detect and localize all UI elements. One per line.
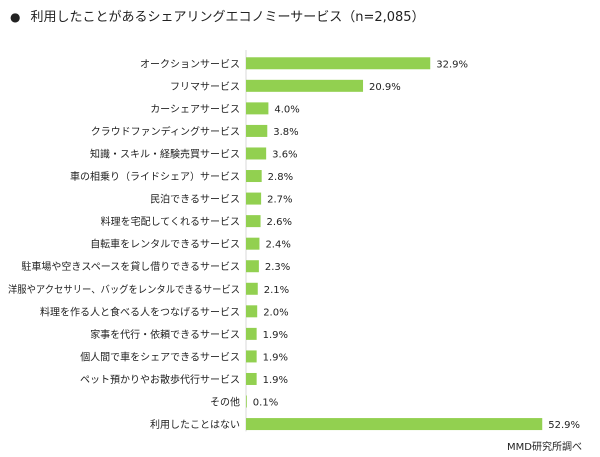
category-label: 利用したことはない <box>150 419 240 431</box>
bar <box>246 282 258 295</box>
chart-title: ● 利用したことがあるシェアリングエコノミーサービス（n=2,085） <box>10 6 425 25</box>
category-label: 駐車場や空きスペースを貸し借りできるサービス <box>21 260 240 273</box>
category-label: ペット預かりやお散歩代行サービス <box>80 373 240 386</box>
value-label: 2.7% <box>267 195 292 206</box>
bar <box>246 350 257 363</box>
category-label: 料理を宅配してくれるサービス <box>101 215 240 228</box>
chart-title-text: 利用したことがあるシェアリングエコノミーサービス（n=2,085） <box>30 10 425 25</box>
category-label: その他 <box>210 396 240 409</box>
bar <box>246 418 543 431</box>
bar <box>246 79 364 92</box>
value-label: 1.9% <box>263 375 288 386</box>
category-label: 個人間で車をシェアできるサービス <box>80 350 240 363</box>
value-label: 2.1% <box>264 285 289 296</box>
value-label: 2.0% <box>263 307 288 318</box>
bar <box>246 372 257 385</box>
source-note: MMD研究所調べ <box>507 442 582 453</box>
category-label: 料理を作る人と食べる人をつなげるサービス <box>40 305 240 318</box>
bar <box>246 57 431 70</box>
value-label: 2.6% <box>267 217 292 228</box>
bar <box>246 327 257 340</box>
category-label: カーシェアサービス <box>150 103 240 115</box>
bar <box>246 215 261 228</box>
value-label: 20.9% <box>369 82 401 93</box>
category-label: 自転車をレンタルできるサービス <box>90 238 240 251</box>
category-label: オークションサービス <box>140 58 240 70</box>
value-label: 3.6% <box>272 149 297 160</box>
bar <box>246 124 268 137</box>
value-label: 1.9% <box>263 352 288 363</box>
bar <box>246 147 267 160</box>
category-label: 車の相乗り（ライドシェア）サービス <box>70 170 240 183</box>
value-label: 3.8% <box>273 127 298 138</box>
bar <box>246 192 262 205</box>
category-label: 洋服やアクセサリー、バッグをレンタルできるサービス <box>8 283 240 296</box>
bar <box>246 170 262 183</box>
category-label: クラウドファンディングサービス <box>91 125 240 138</box>
category-label: 民泊できるサービス <box>150 194 240 206</box>
value-label: 4.0% <box>274 104 299 115</box>
value-label: 1.9% <box>263 330 288 341</box>
category-label: 家事を代行・依頼できるサービス <box>90 328 240 341</box>
value-label: 0.1% <box>253 398 278 409</box>
bar <box>246 305 258 318</box>
bar <box>246 395 247 408</box>
value-label: 32.9% <box>436 59 468 70</box>
value-label: 2.3% <box>265 262 290 273</box>
bullet-icon: ● <box>10 10 21 24</box>
value-label: 52.9% <box>548 420 580 431</box>
bar <box>246 237 260 250</box>
bar <box>246 260 259 273</box>
category-label: フリマサービス <box>170 81 240 93</box>
value-label: 2.8% <box>268 172 293 183</box>
category-label: 知識・スキル・経験売買サービス <box>90 147 240 160</box>
value-label: 2.4% <box>265 240 290 251</box>
bar <box>246 102 269 115</box>
